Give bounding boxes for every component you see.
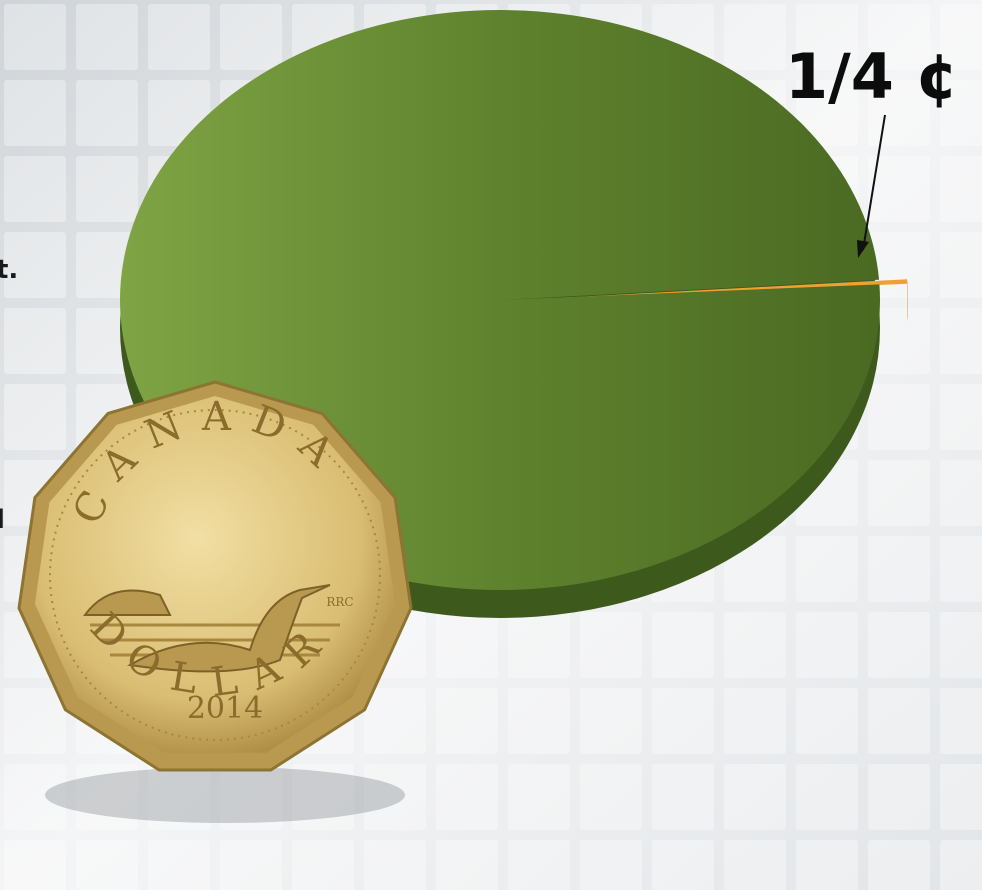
tile: [724, 840, 786, 890]
tile: [940, 612, 982, 678]
tile: [940, 460, 982, 526]
tile: [868, 384, 930, 450]
tile: [148, 4, 210, 70]
tile: [940, 536, 982, 602]
coin-mark: RRC: [326, 595, 353, 609]
tile: [4, 232, 66, 298]
tile: [940, 232, 982, 298]
tile: [940, 688, 982, 754]
tile: [364, 688, 426, 754]
tile: [580, 688, 642, 754]
tile: [580, 764, 642, 830]
tile: [796, 612, 858, 678]
tile: [796, 80, 858, 146]
tile: [868, 308, 930, 374]
pie-slice: [527, 279, 908, 300]
slice-label: 1/4 ¢: [785, 40, 959, 113]
tile: [796, 688, 858, 754]
arrow: [862, 114, 886, 251]
tile: [436, 612, 498, 678]
coin-year: 2014: [187, 691, 263, 726]
tile: [148, 764, 210, 830]
tile: [868, 764, 930, 830]
tile: [220, 840, 282, 890]
tile: [940, 156, 982, 222]
tile: [868, 536, 930, 602]
tile: [364, 764, 426, 830]
tile: [4, 80, 66, 146]
tile: [796, 764, 858, 830]
cut-text: t.: [0, 255, 18, 285]
tile: [724, 688, 786, 754]
tile: [4, 4, 66, 70]
cut-text: l: [0, 505, 5, 535]
tile: [796, 4, 858, 70]
tile: [4, 384, 66, 450]
tile: [292, 840, 354, 890]
tile: [868, 156, 930, 222]
tile: [652, 840, 714, 890]
coin: CANADA DOLLAR 2014 RRC: [17, 380, 413, 823]
tile: [724, 4, 786, 70]
tile: [4, 840, 66, 890]
tile: [724, 612, 786, 678]
tile: [868, 460, 930, 526]
tile: [76, 156, 138, 222]
tile: [220, 4, 282, 70]
tile: [724, 764, 786, 830]
tile: [508, 764, 570, 830]
tile: [652, 764, 714, 830]
tile: [940, 80, 982, 146]
tile: [868, 612, 930, 678]
tile: [868, 688, 930, 754]
tile: [436, 764, 498, 830]
tile: [76, 840, 138, 890]
tile: [76, 4, 138, 70]
tile: [508, 840, 570, 890]
tile: [4, 308, 66, 374]
tile: [868, 4, 930, 70]
tile: [4, 156, 66, 222]
tile: [580, 840, 642, 890]
tile: [4, 764, 66, 830]
tile: [940, 4, 982, 70]
tile: [508, 688, 570, 754]
arrow-head: [857, 240, 869, 258]
tile: [436, 840, 498, 890]
tile: [148, 840, 210, 890]
tile: [940, 384, 982, 450]
tile: [436, 688, 498, 754]
tile: [940, 764, 982, 830]
tile: [76, 80, 138, 146]
tile: [580, 612, 642, 678]
tile: [220, 764, 282, 830]
tile: [508, 612, 570, 678]
tile: [292, 764, 354, 830]
tile: [76, 764, 138, 830]
tile: [796, 536, 858, 602]
tile: [4, 688, 66, 754]
tile: [868, 840, 930, 890]
tile: [652, 688, 714, 754]
tile: [940, 308, 982, 374]
tile: [796, 840, 858, 890]
tile: [940, 840, 982, 890]
tile: [652, 612, 714, 678]
tile: [364, 840, 426, 890]
